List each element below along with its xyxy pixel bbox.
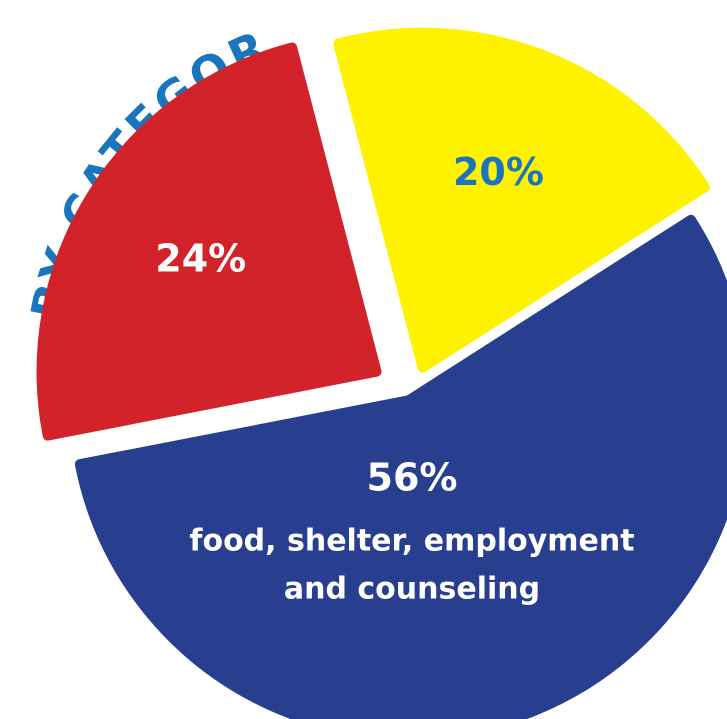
slice-description-line-2: and counseling	[284, 572, 540, 607]
pie-labels: 24% 20% 56% food, shelter, employment and co…	[155, 150, 634, 607]
pie-slice-1	[36, 42, 382, 441]
slice-label-2: 20%	[453, 150, 544, 194]
pie-slice-2	[333, 27, 710, 373]
pie-slice-3	[74, 214, 727, 719]
slice-description-line-1: food, shelter, employment	[189, 524, 634, 559]
pie-slices	[36, 27, 727, 719]
slice-label-1: 24%	[155, 236, 246, 280]
slice-label-3: 56%	[367, 456, 458, 500]
